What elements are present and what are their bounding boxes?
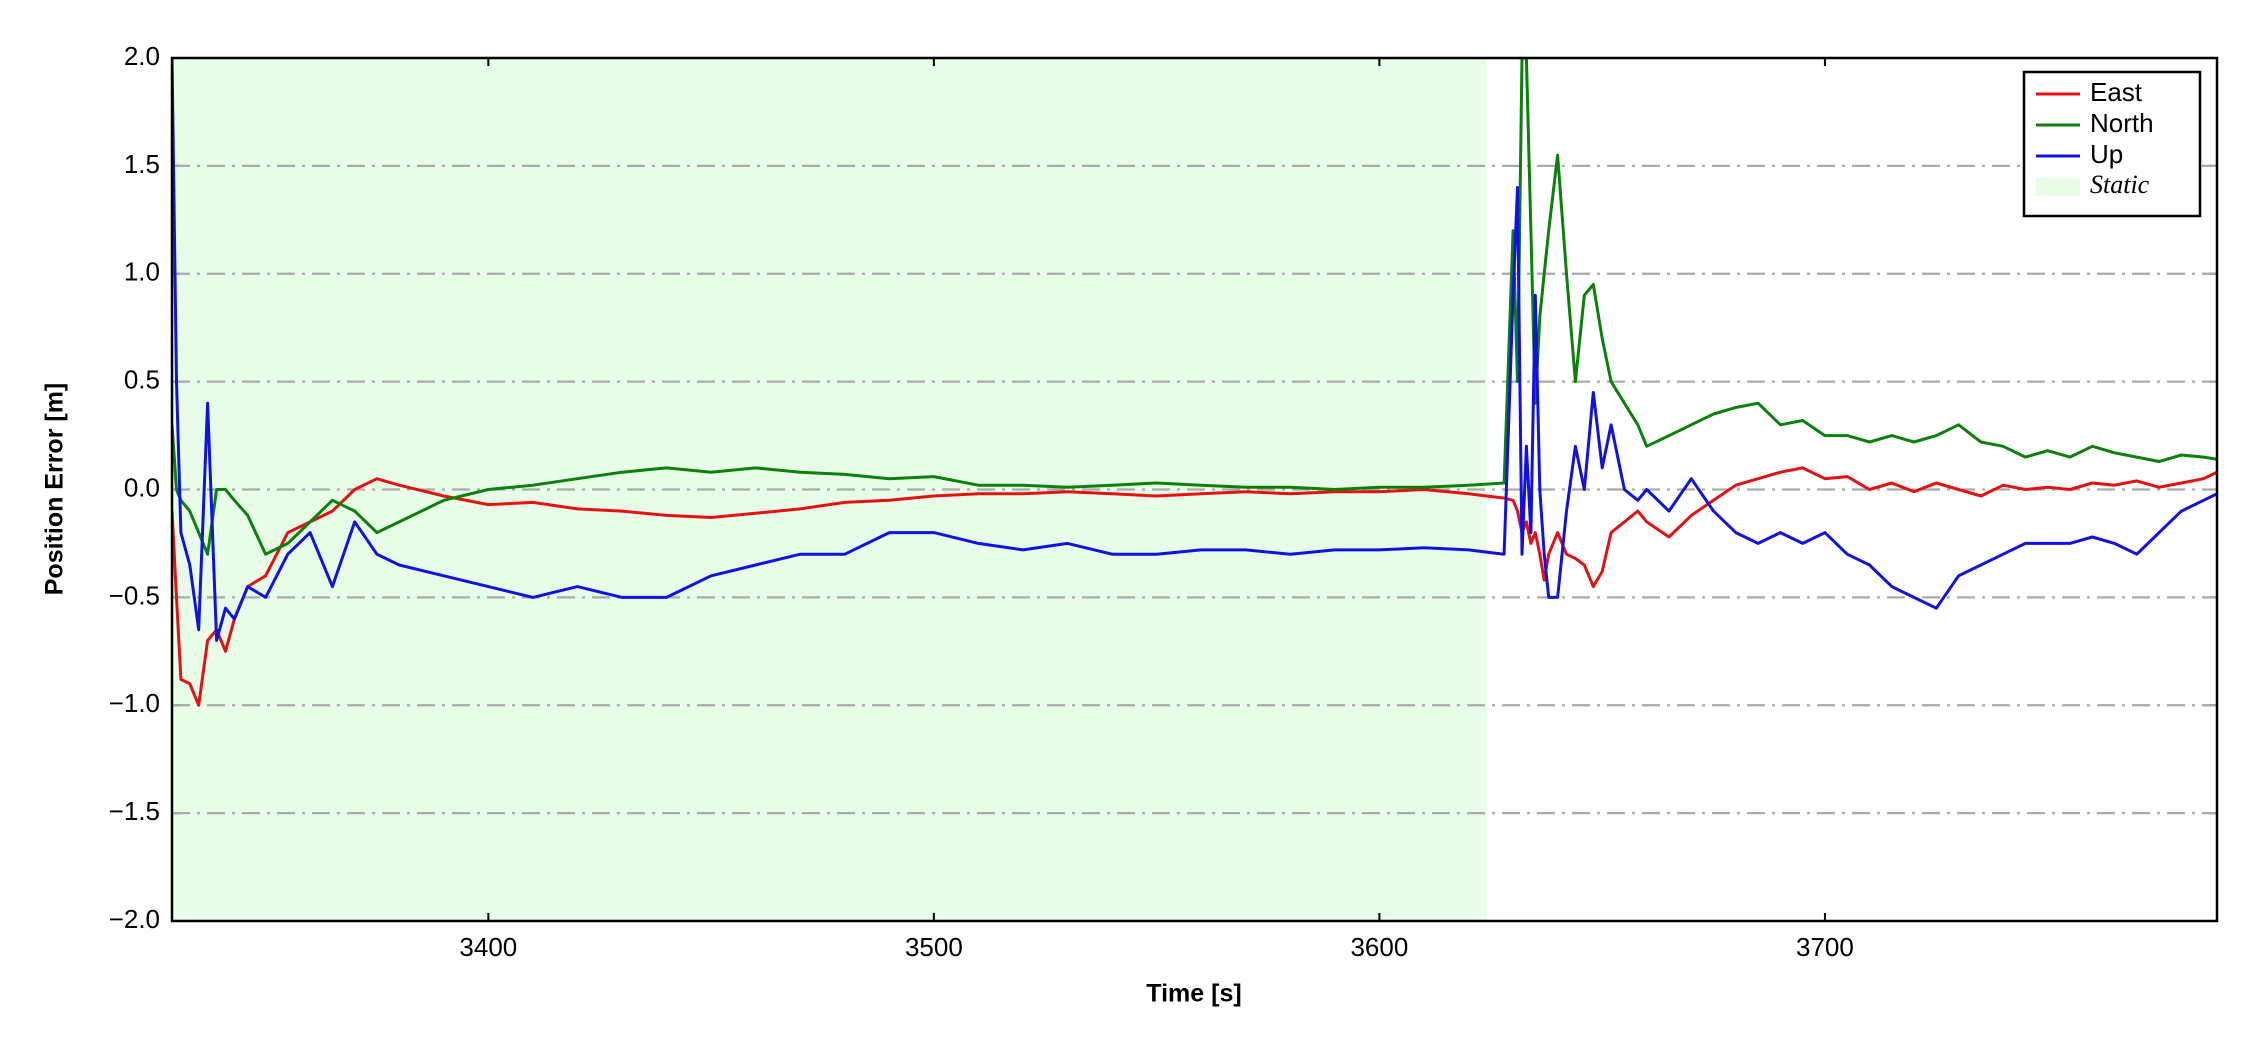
x-tick-label: 3500 [905, 932, 963, 962]
y-tick-label: −1.0 [109, 688, 160, 718]
legend-label: Up [2090, 139, 2123, 169]
legend-label: North [2090, 108, 2154, 138]
legend-label: East [2090, 77, 2143, 107]
x-tick-label: 3400 [459, 932, 517, 962]
series-line [172, 58, 2217, 556]
y-tick-label: 1.0 [124, 257, 160, 287]
legend-swatch [2036, 178, 2080, 196]
series-line [172, 58, 2217, 642]
y-tick-label: 2.0 [124, 41, 160, 71]
y-tick-label: 0.0 [124, 472, 160, 502]
series-line [172, 466, 2217, 707]
x-tick-label: 3700 [1796, 932, 1854, 962]
x-axis-label: Time [s] [1146, 980, 1241, 1008]
plot-lines [172, 58, 2217, 707]
legend-label: Static [2090, 170, 2150, 199]
y-tick-label: 0.5 [124, 365, 160, 395]
x-tick-label: 3600 [1350, 932, 1408, 962]
y-tick-label: 1.5 [124, 149, 160, 179]
plot-frame [170, 56, 2219, 923]
y-axis-label: Position Error [m] [41, 383, 69, 596]
y-tick-label: −0.5 [109, 580, 160, 610]
y-tick-label: −1.5 [109, 796, 160, 826]
y-tick-label: −2.0 [109, 904, 160, 934]
